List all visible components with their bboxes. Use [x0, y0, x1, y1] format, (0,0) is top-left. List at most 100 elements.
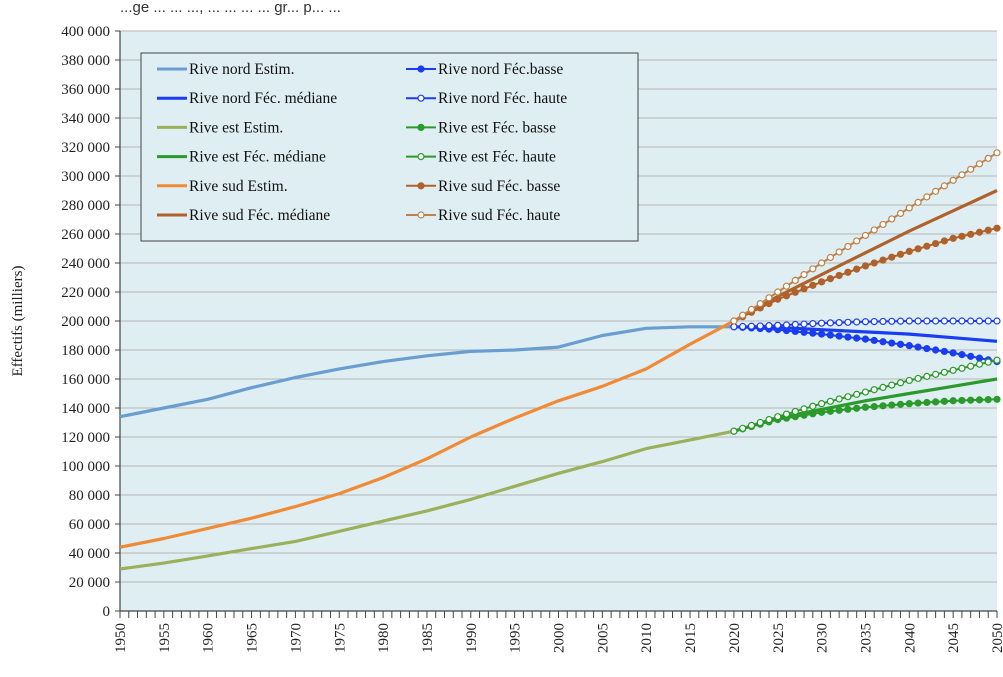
series-marker — [765, 416, 773, 424]
series-marker — [817, 278, 826, 286]
series-marker — [765, 300, 773, 308]
series-marker — [756, 418, 764, 427]
series-marker — [844, 268, 852, 276]
series-marker — [747, 322, 756, 330]
x-tick-label: 2040 — [902, 623, 918, 653]
series-marker — [993, 317, 1001, 325]
legend-label: Rive nord Estim. — [189, 61, 294, 78]
series-marker — [949, 176, 957, 184]
y-tick-label: 60 000 — [69, 517, 110, 533]
x-tick-label: 2005 — [595, 623, 611, 653]
series-marker — [905, 247, 913, 255]
series-marker — [879, 317, 887, 326]
series-marker — [800, 328, 808, 336]
series-marker — [739, 311, 747, 319]
series-marker — [932, 346, 940, 354]
series-marker — [967, 317, 975, 325]
y-tick-label: 220 000 — [61, 285, 110, 301]
series-marker — [809, 329, 817, 337]
series-marker — [861, 318, 870, 326]
series-marker — [870, 336, 878, 345]
series-marker — [914, 343, 922, 351]
series-marker — [993, 395, 1001, 403]
y-tick-label: 400 000 — [61, 24, 110, 40]
series-marker — [958, 317, 966, 325]
series-marker — [870, 226, 878, 234]
legend-marker — [417, 211, 425, 219]
series-marker — [914, 317, 922, 325]
series-marker — [896, 340, 905, 348]
series-marker — [958, 396, 966, 405]
series-marker — [888, 381, 896, 389]
series-marker — [949, 317, 957, 325]
series-marker — [835, 395, 843, 403]
series-marker — [817, 259, 826, 267]
series-marker — [774, 295, 782, 303]
x-tick-label: 2015 — [683, 623, 699, 653]
x-tick-label: 1965 — [245, 623, 261, 653]
series-marker — [958, 364, 966, 372]
legend-label: Rive nord Féc.basse — [438, 61, 563, 78]
series-marker — [756, 322, 764, 330]
series-marker — [739, 424, 747, 432]
series-line — [119, 325, 734, 419]
axes: 0 20 000 40 000 60 000 80 000 100 000 120 000 1… — [61, 24, 1003, 653]
series-marker — [905, 317, 913, 325]
series-marker — [782, 410, 791, 418]
series-marker — [949, 234, 957, 242]
y-tick-label: 40 000 — [69, 546, 110, 562]
x-tick-label: 2020 — [727, 623, 743, 653]
series-marker — [861, 403, 870, 411]
series-marker — [923, 372, 931, 380]
series-marker — [747, 421, 756, 429]
y-tick-label: 320 000 — [61, 140, 110, 156]
series-marker — [967, 165, 975, 173]
series-marker — [835, 406, 843, 414]
y-tick-label: 340 000 — [61, 111, 110, 127]
series-marker — [861, 231, 870, 240]
y-tick-label: 120 000 — [61, 430, 110, 446]
y-tick-label: 300 000 — [61, 169, 110, 185]
series-marker — [844, 393, 852, 401]
series-marker — [853, 390, 861, 398]
series-marker — [940, 368, 948, 376]
series-marker — [914, 399, 922, 407]
series-marker — [958, 232, 966, 240]
series-marker — [853, 237, 861, 245]
series-marker — [791, 327, 799, 336]
series-marker — [809, 402, 817, 410]
legend-marker — [417, 153, 425, 161]
series-marker — [923, 344, 931, 353]
series-marker — [853, 318, 861, 326]
series-marker — [914, 374, 922, 383]
series-marker — [940, 237, 948, 245]
legend-label: Rive sud Féc. haute — [438, 207, 560, 224]
series-marker — [993, 356, 1001, 364]
x-tick-label: 2035 — [858, 623, 874, 653]
x-tick-label: 1975 — [332, 623, 348, 653]
series-marker — [975, 160, 984, 168]
series-marker — [870, 317, 878, 326]
y-tick-label: 380 000 — [61, 53, 110, 69]
series-marker — [861, 335, 870, 343]
series-marker — [932, 187, 940, 195]
x-tick-label: 1995 — [508, 623, 524, 653]
series-marker — [888, 253, 896, 261]
series-marker — [932, 239, 940, 248]
legend-label: Rive nord Féc. haute — [438, 90, 567, 107]
series-marker — [932, 370, 940, 378]
chart-title-fragment: ...ge ... ... ..., ... ... ... ... gr...… — [120, 0, 341, 16]
series-marker — [756, 300, 764, 308]
series-marker — [791, 288, 799, 296]
series-marker — [870, 259, 878, 267]
series-marker — [861, 388, 870, 396]
x-tick-label: 2050 — [990, 623, 1003, 653]
series-marker — [817, 408, 826, 416]
series-marker — [879, 256, 887, 264]
series-marker — [826, 407, 834, 415]
series-marker — [782, 321, 791, 329]
series-layer — [119, 149, 1001, 571]
legend-label: Rive est Estim. — [189, 119, 283, 136]
series-marker — [896, 250, 905, 258]
